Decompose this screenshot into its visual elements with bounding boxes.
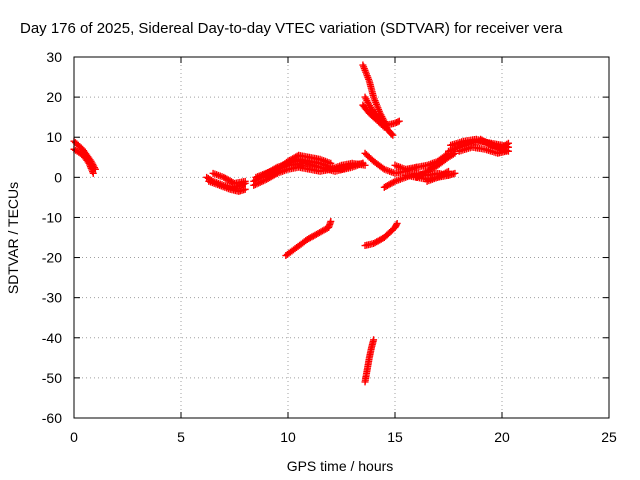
data-point	[380, 123, 388, 131]
x-tick-label: 25	[601, 429, 617, 445]
data-point	[241, 185, 249, 193]
data-point	[259, 177, 267, 185]
data-point	[89, 169, 97, 177]
data-point	[370, 336, 378, 344]
data-point	[443, 168, 451, 176]
y-tick-label: 10	[46, 129, 62, 145]
y-tick-label: 20	[46, 89, 62, 105]
data-point	[253, 180, 261, 188]
data-point	[258, 178, 266, 186]
y-tick-label: -60	[42, 410, 62, 426]
x-tick-label: 15	[387, 429, 403, 445]
ticks: 0 5 10 15 20 25 30 20 10 0 -10 -20 -30 -40 -50 -60	[42, 49, 617, 445]
data-point	[388, 130, 396, 138]
data-point	[241, 177, 249, 185]
data-point	[251, 181, 259, 189]
data-point	[359, 159, 367, 167]
data-point	[379, 122, 387, 130]
y-tick-label: -20	[42, 250, 62, 266]
data-point	[393, 219, 401, 227]
y-axis-label: SDTVAR / TECUs	[5, 182, 21, 294]
data-point	[327, 159, 335, 167]
data-point	[486, 140, 494, 148]
chart-title: Day 176 of 2025, Sidereal Day-to-day VTE…	[20, 20, 563, 37]
data-point	[250, 181, 258, 189]
y-tick-label: -30	[42, 290, 62, 306]
data-point	[502, 147, 510, 155]
data-points	[70, 61, 512, 386]
x-tick-label: 0	[70, 429, 78, 445]
x-axis-label: GPS time / hours	[287, 458, 394, 474]
y-tick-label: 0	[54, 169, 62, 185]
data-point	[327, 217, 335, 225]
x-tick-label: 5	[177, 429, 185, 445]
y-tick-label: -50	[42, 370, 62, 386]
x-tick-label: 20	[494, 429, 510, 445]
data-point	[503, 140, 511, 148]
data-point	[389, 178, 397, 186]
plot-frame	[73, 56, 610, 419]
y-tick-label: -40	[42, 330, 62, 346]
data-point	[504, 139, 512, 147]
data-point	[445, 167, 452, 175]
y-tick-label: -10	[42, 209, 62, 225]
data-point	[389, 131, 397, 139]
data-point	[256, 178, 264, 186]
data-point	[451, 169, 459, 177]
data-point	[395, 117, 403, 125]
x-tick-label: 10	[280, 429, 296, 445]
data-point	[255, 179, 263, 187]
data-point	[392, 221, 400, 229]
y-tick-label: 30	[46, 49, 62, 65]
grid	[74, 57, 609, 418]
